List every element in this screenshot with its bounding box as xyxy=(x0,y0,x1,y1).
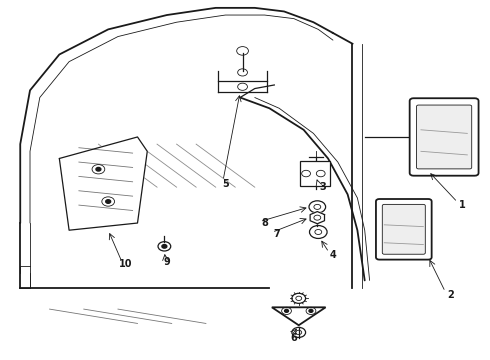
Text: 1: 1 xyxy=(459,200,466,210)
Text: 7: 7 xyxy=(273,229,280,239)
Text: 4: 4 xyxy=(330,250,336,260)
Circle shape xyxy=(106,200,111,203)
Text: 10: 10 xyxy=(119,259,132,269)
FancyBboxPatch shape xyxy=(382,204,425,254)
FancyBboxPatch shape xyxy=(416,105,472,169)
Circle shape xyxy=(96,167,101,171)
Circle shape xyxy=(285,310,289,312)
Text: 8: 8 xyxy=(261,218,268,228)
Text: 3: 3 xyxy=(320,182,326,192)
FancyBboxPatch shape xyxy=(300,161,330,186)
Text: 6: 6 xyxy=(291,333,297,343)
Polygon shape xyxy=(272,307,326,325)
Circle shape xyxy=(309,310,313,312)
Text: 9: 9 xyxy=(164,257,170,267)
Circle shape xyxy=(162,244,167,248)
Polygon shape xyxy=(310,212,324,224)
Text: 5: 5 xyxy=(222,179,229,189)
FancyBboxPatch shape xyxy=(376,199,432,260)
Text: 2: 2 xyxy=(447,290,454,300)
Polygon shape xyxy=(59,137,147,230)
FancyBboxPatch shape xyxy=(410,98,479,176)
